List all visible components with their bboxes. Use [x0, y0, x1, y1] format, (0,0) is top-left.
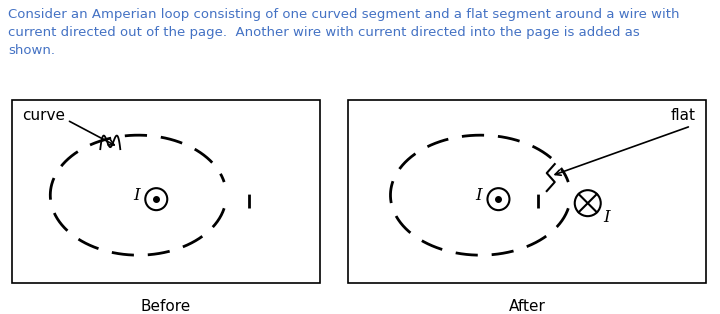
- Bar: [348, 100, 706, 283]
- Text: current directed out of the page.  Another wire with current directed into the p: current directed out of the page. Anothe…: [8, 26, 640, 39]
- Text: curve: curve: [22, 108, 65, 123]
- Text: Before: Before: [141, 299, 191, 314]
- Text: Consider an Amperian loop consisting of one curved segment and a flat segment ar: Consider an Amperian loop consisting of …: [8, 8, 680, 21]
- Bar: [12, 100, 320, 283]
- Text: After: After: [508, 299, 546, 314]
- Text: shown.: shown.: [8, 44, 55, 57]
- Text: I: I: [133, 187, 140, 204]
- Text: I: I: [604, 209, 611, 226]
- Text: flat: flat: [671, 108, 696, 123]
- Text: I: I: [475, 187, 482, 204]
